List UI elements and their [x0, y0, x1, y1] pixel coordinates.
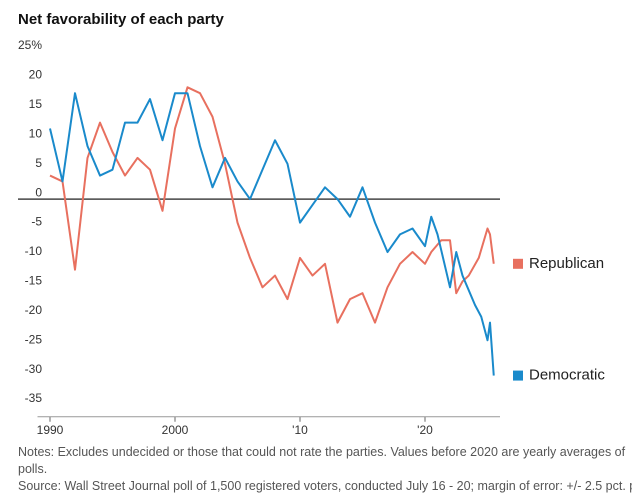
- x-tick-label: '10: [292, 423, 308, 437]
- y-tick-label: -30: [25, 362, 43, 376]
- source: Source: Wall Street Journal poll of 1,50…: [18, 479, 632, 493]
- x-tick-label: '20: [417, 423, 433, 437]
- notes: Notes: Excludes undecided or those that …: [18, 445, 626, 476]
- y-tick-label: 15: [29, 97, 43, 111]
- y-tick-label: 25%: [18, 38, 42, 52]
- y-tick-label: 20: [29, 68, 43, 82]
- y-tick-label: -15: [25, 274, 43, 288]
- legend-label: Democratic: [529, 367, 605, 384]
- chart: Net favorability of each party 25% 20 15 10…: [18, 11, 605, 437]
- x-tick-label: 1990: [37, 423, 64, 437]
- y-tick-label: -20: [25, 303, 43, 317]
- y-tick-label: -5: [31, 215, 42, 229]
- x-tick-label: 2000: [162, 423, 189, 437]
- chart-title: Net favorability of each party: [18, 11, 225, 28]
- y-tick-label: 0: [35, 185, 42, 199]
- legend-label: Republican: [529, 255, 604, 272]
- legend-swatch: [513, 258, 523, 269]
- y-tick-label: 10: [29, 126, 43, 140]
- line: [49, 86, 495, 324]
- y-tick-label: -25: [25, 332, 43, 346]
- y-tick-label: 5: [35, 156, 42, 170]
- y-tick-label: -35: [25, 391, 43, 405]
- y-tick-label: -10: [25, 244, 43, 258]
- legend-swatch: [513, 370, 523, 381]
- line: [49, 92, 495, 376]
